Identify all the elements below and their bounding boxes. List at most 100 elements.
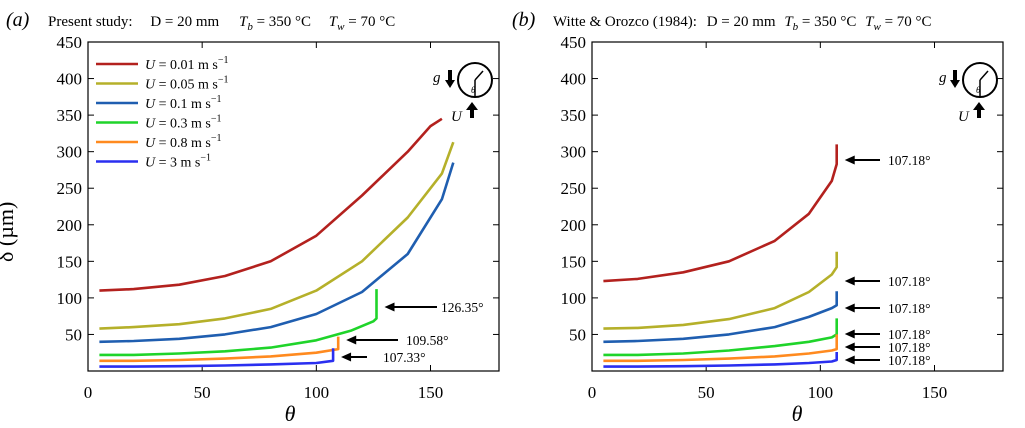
panel-a-subtitle-tb-sub: b — [247, 21, 253, 33]
panel-a-frame — [87, 41, 500, 372]
inset-theta-label: θ — [976, 85, 981, 95]
series-line-u08 — [99, 336, 340, 363]
panel-b-subtitle-tb-sub: b — [793, 21, 799, 33]
annotation-arrow-head-icon — [844, 155, 855, 165]
y-tick-label: 150 — [57, 252, 83, 271]
y-tick-label: 150 — [561, 252, 587, 271]
x-tick-label: 0 — [84, 383, 93, 402]
series-line-u005 — [99, 141, 455, 330]
annotation-label: 107.18° — [888, 301, 931, 316]
annotation-arrow-head-icon — [844, 303, 855, 313]
panel-a-y-axis-label: δ (µm) — [0, 202, 18, 262]
panel-a-subtitle-lead: Present study: — [48, 14, 133, 30]
panel-a-x-axis-label: θ — [285, 401, 296, 426]
y-tick-label: 450 — [57, 33, 83, 52]
x-tick-label: 50 — [194, 383, 211, 402]
panel-a-subtitle-tw-val: = 70 °C — [344, 14, 395, 30]
panel-a-cylinder-inset: θ g U — [433, 62, 493, 125]
panel-a-axis-ticks: 0 50 100 150 50 100 150 200 250 300 350 400 450 — [57, 33, 499, 402]
inset-u-label: U — [958, 109, 970, 125]
series-line-u03 — [603, 318, 839, 357]
annotation-label: 107.18° — [888, 353, 931, 368]
cylinder-angle-line — [474, 70, 484, 81]
y-tick-label: 350 — [57, 106, 83, 125]
panel-a-series — [99, 117, 455, 368]
annotation-arrow-head-icon — [384, 302, 395, 312]
x-tick-label: 50 — [698, 383, 715, 402]
cylinder-angle-line — [979, 70, 989, 81]
panel-b-subtitle-tb-val: = 350 °C — [798, 14, 856, 30]
y-tick-label: 450 — [561, 33, 587, 52]
series-line-u005 — [603, 251, 839, 330]
legend-label-u03: U = 0.3 m s−1 — [145, 114, 222, 132]
panel-a-header: (a) Present study: D = 20 mm Tb = 350 °C… — [6, 9, 395, 33]
x-tick-label: 150 — [922, 383, 948, 402]
x-tick-label: 100 — [808, 383, 834, 402]
panel-a-subtitle-tb: T — [239, 14, 249, 30]
panel-b-annotations: 107.18°107.18°107.18°107.18°107.18°107.1… — [844, 153, 931, 368]
panel-b-subtitle: Witte & Orozco (1984): D = 20 mm Tb = 35… — [553, 14, 932, 33]
legend-label-u001: U = 0.01 m s−1 — [145, 55, 229, 73]
panel-b-subtitle-lead: Witte & Orozco (1984): — [553, 14, 697, 30]
panel-b-plot: 0 50 100 150 50 100 150 200 250 300 350 400 450 107.… — [561, 33, 1004, 426]
series-line-u001 — [99, 117, 443, 292]
series-line-u3 — [603, 352, 839, 368]
annotation-arrow-head-icon — [341, 352, 352, 362]
inset-g-label: g — [939, 70, 947, 86]
panel-b-frame — [591, 41, 1004, 372]
panel-a-subtitle-tw-sub: w — [337, 21, 345, 33]
annotation-label: 107.18° — [888, 274, 931, 289]
series-line-u03 — [99, 289, 378, 357]
y-tick-label: 250 — [57, 179, 83, 198]
legend-label-u08: U = 0.8 m s−1 — [145, 133, 222, 151]
panel-b-subtitle-tw-sub: w — [873, 21, 881, 33]
y-tick-label: 200 — [561, 216, 587, 235]
inset-u-label: U — [451, 109, 463, 125]
x-tick-label: 100 — [304, 383, 330, 402]
annotation-arrow-head-icon — [346, 335, 357, 345]
y-tick-label: 50 — [65, 325, 82, 344]
legend-label-u3: U = 3 m s−1 — [145, 153, 211, 171]
series-line-u01 — [99, 162, 455, 344]
panel-b-x-axis-label: θ — [792, 401, 803, 426]
y-tick-label: 250 — [561, 179, 587, 198]
y-tick-label: 50 — [569, 325, 586, 344]
gravity-arrow-icon — [445, 70, 455, 88]
annotation-label: 109.58° — [406, 333, 449, 348]
panel-a-subtitle-tb-val: = 350 °C — [253, 14, 311, 30]
annotation-arrow-head-icon — [844, 342, 855, 352]
flow-arrow-icon — [466, 102, 478, 118]
annotation-arrow-head-icon — [844, 276, 855, 286]
panel-a-subtitle-tw: T — [329, 14, 339, 30]
panel-a-legend: U = 0.01 m s−1 U = 0.05 m s−1U = 0.1 m s−… — [96, 55, 229, 171]
annotation-label: 126.35° — [441, 300, 484, 315]
annotation-label: 107.18° — [888, 340, 931, 355]
y-tick-label: 300 — [57, 143, 83, 162]
panel-b-cylinder-inset: θ g U — [939, 62, 998, 125]
y-tick-label: 300 — [561, 143, 587, 162]
x-tick-label: 0 — [588, 383, 597, 402]
panel-a-subtitle: Present study: D = 20 mm Tb = 350 °C Tw … — [48, 14, 395, 33]
panel-b-label: (b) — [512, 9, 536, 31]
panel-b-header: (b) Witte & Orozco (1984): D = 20 mm Tb … — [512, 9, 932, 33]
legend-label-u005: U = 0.05 m s−1 — [145, 75, 229, 93]
x-tick-label: 150 — [418, 383, 444, 402]
panel-a-subtitle-d: D = 20 mm — [150, 14, 219, 30]
y-tick-label: 400 — [561, 70, 587, 89]
y-tick-label: 100 — [57, 289, 83, 308]
series-line-u001 — [603, 144, 839, 283]
series-line-u3 — [99, 348, 335, 368]
panel-b-subtitle-tb: T — [784, 14, 794, 30]
annotation-label: 107.33° — [383, 350, 426, 365]
y-tick-label: 200 — [57, 216, 83, 235]
series-line-u01 — [603, 291, 839, 344]
inset-g-label: g — [433, 70, 441, 86]
panel-a-annotations: 126.35° 109.58° 107.33° — [341, 300, 484, 365]
annotation-label: 107.18° — [888, 153, 931, 168]
panel-a-plot: 0 50 100 150 50 100 150 200 250 300 350 400 450 126.… — [0, 33, 500, 426]
series-line-u08 — [603, 334, 839, 363]
y-tick-label: 350 — [561, 106, 587, 125]
panel-b-subtitle-tw-val: = 70 °C — [881, 14, 932, 30]
annotation-arrow-head-icon — [844, 355, 855, 365]
